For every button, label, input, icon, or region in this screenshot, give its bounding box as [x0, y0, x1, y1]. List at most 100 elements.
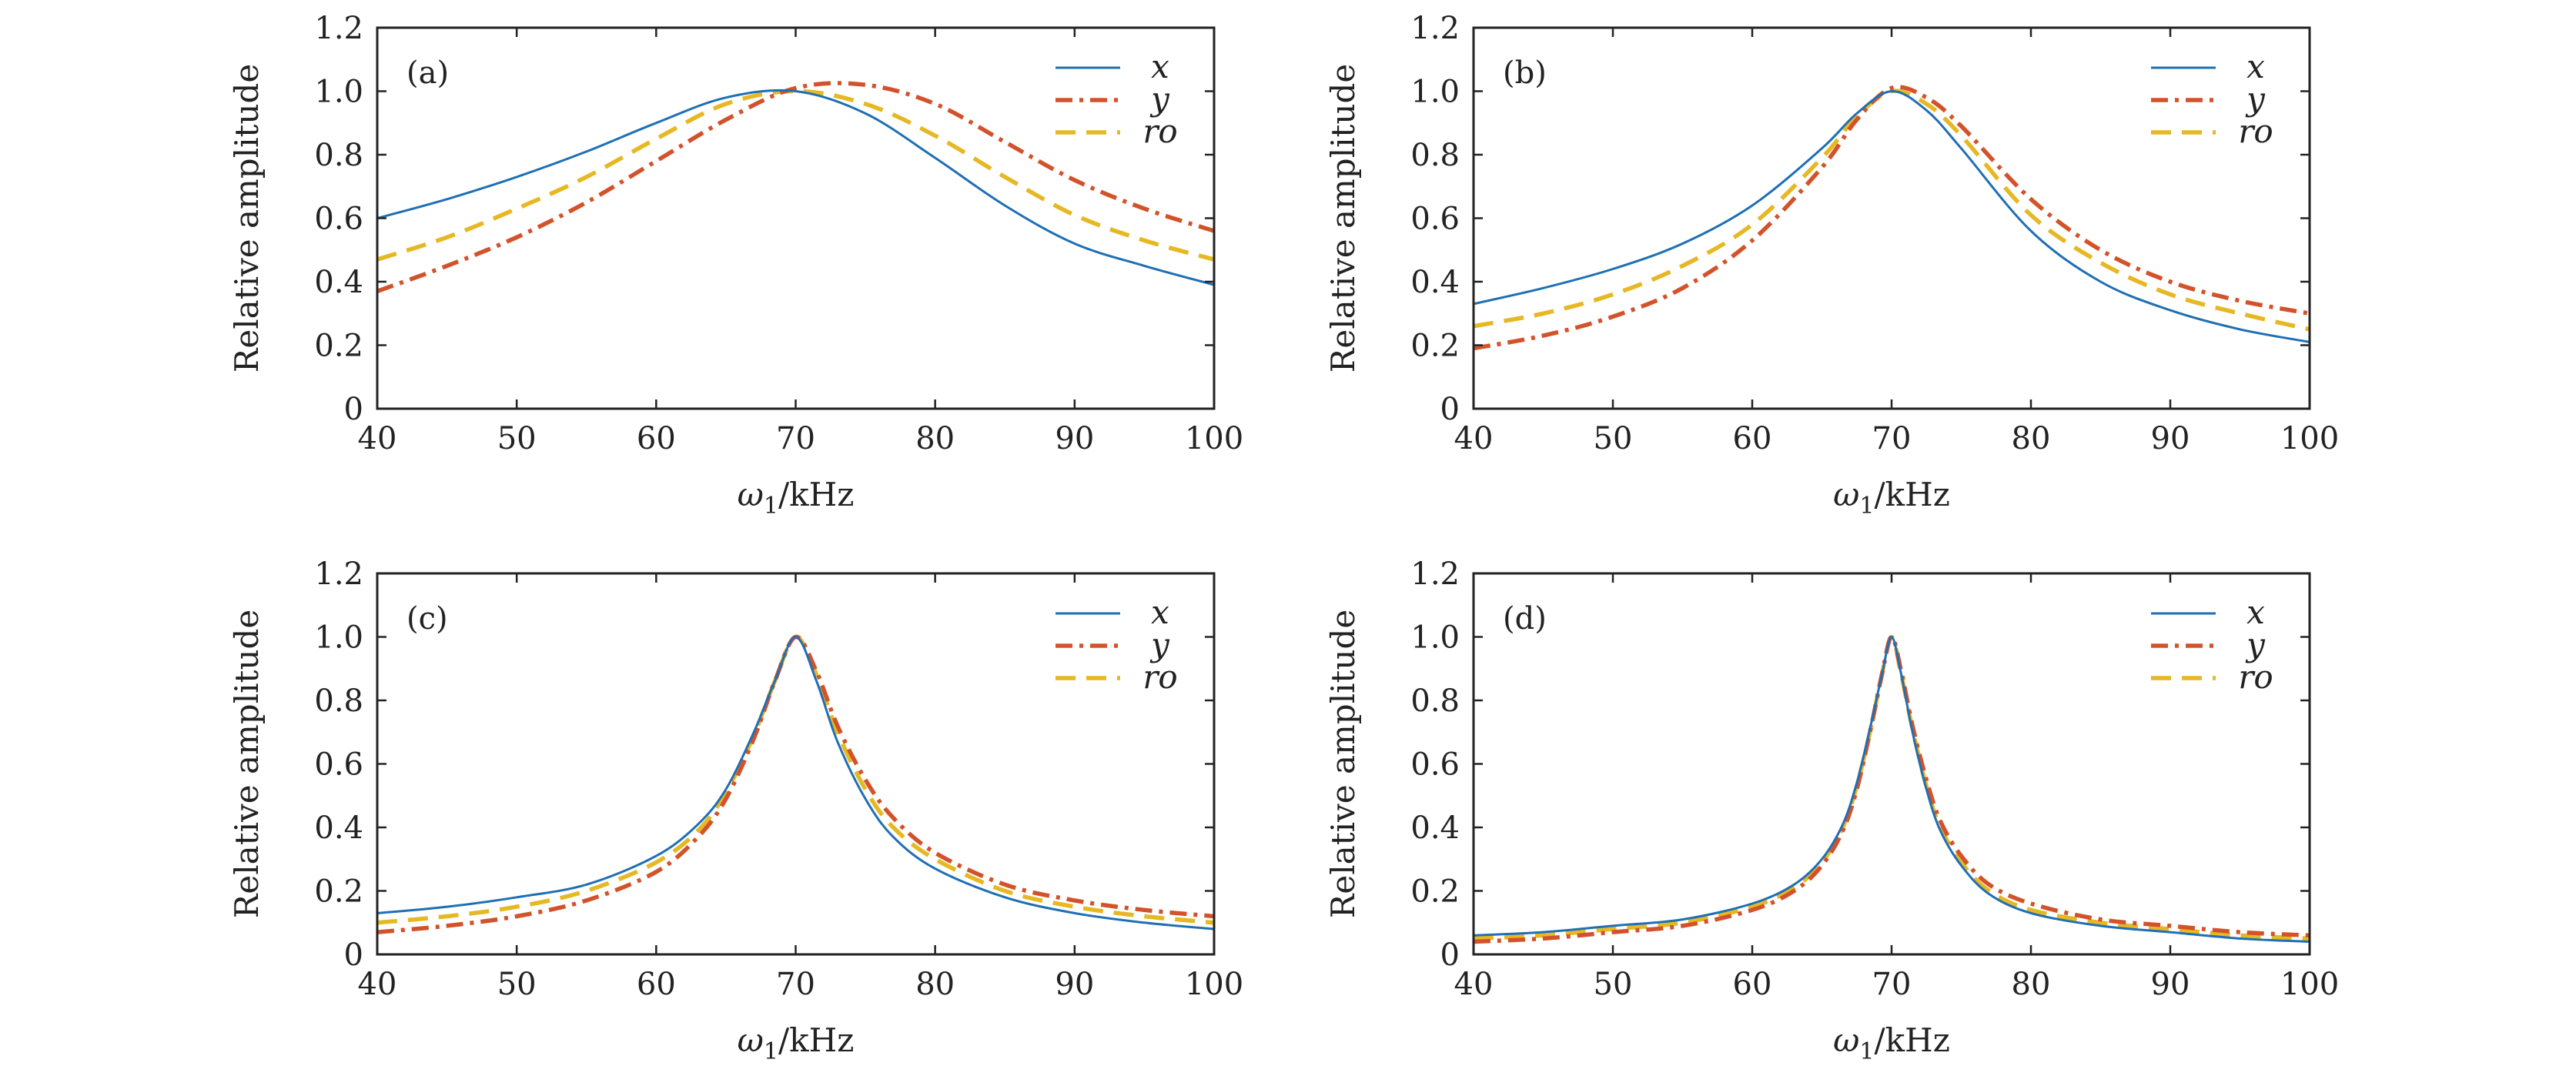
y-tick-label: 0.6 [314, 747, 363, 783]
chart-panel-2: 40 50 60 70 80 90 100 0 0.2 0.4 0.6 0.8 1.0 1.2 ω1/kHz… [1324, 11, 2339, 520]
y-tick-label: 0.6 [314, 202, 363, 237]
x-tick-label: 100 [2280, 421, 2339, 456]
series-line-x [377, 89, 1214, 286]
x-tick-label: 80 [915, 967, 955, 1002]
x-tick-label: 70 [776, 421, 815, 456]
y-tick-label: 0 [1440, 392, 1460, 427]
x-axis-label: ω1/kHz [738, 1021, 855, 1065]
x-tick-label: 70 [1872, 967, 1912, 1002]
x-tick-label: 80 [915, 421, 955, 456]
x-axis-label: ω1/kHz [1833, 476, 1950, 520]
legend-label-ro: ro [2238, 112, 2273, 150]
y-tick-label: 0.2 [314, 874, 363, 910]
legend-label-y: y [2245, 626, 2266, 663]
y-axis-label: Relative amplitude [228, 64, 266, 373]
y-tick-label: 1.2 [1410, 556, 1460, 592]
y-tick-label: 0 [1440, 937, 1460, 973]
x-tick-label: 50 [1594, 967, 1633, 1002]
y-tick-label: 0.6 [1410, 747, 1460, 783]
x-tick-label: 40 [1454, 967, 1494, 1002]
legend-label-y: y [1149, 80, 1170, 118]
x-tick-label: 70 [1872, 421, 1912, 456]
chart-panel-3: 40 50 60 70 80 90 100 0 0.2 0.4 0.6 0.8 1.0 1.2 ω1/kHz… [228, 556, 1243, 1065]
y-tick-label: 0.4 [1410, 265, 1460, 300]
x-tick-label: 50 [1594, 421, 1633, 456]
x-tick-label: 80 [2012, 421, 2051, 456]
legend-label-ro: ro [1142, 112, 1177, 150]
y-axis-label: Relative amplitude [228, 610, 266, 918]
legend-label-y: y [2245, 80, 2266, 118]
x-tick-label: 60 [637, 421, 676, 456]
legend-label-y: y [1149, 626, 1170, 663]
x-tick-label: 90 [2151, 967, 2190, 1002]
x-tick-label: 90 [2151, 421, 2190, 456]
y-tick-label: 1.0 [1410, 75, 1460, 110]
y-tick-label: 0 [344, 392, 363, 427]
x-tick-label: 40 [358, 967, 397, 1002]
series-line-y [377, 81, 1214, 293]
x-axis-label: ω1/kHz [738, 476, 855, 520]
plot-frame [376, 572, 1216, 956]
panel-label: (a) [406, 55, 449, 91]
series-line-x [377, 636, 1214, 931]
y-tick-label: 0.8 [1410, 138, 1460, 173]
x-tick-label: 50 [497, 967, 537, 1002]
legend-label-x: x [1151, 593, 1169, 631]
plot-frame [1472, 26, 2311, 410]
legend-label-x: x [2246, 593, 2265, 631]
y-tick-label: 1.2 [314, 556, 363, 592]
x-tick-label: 100 [1185, 421, 1243, 456]
x-tick-label: 90 [1055, 421, 1094, 456]
y-tick-label: 0.2 [1410, 329, 1460, 364]
x-tick-label: 80 [2012, 967, 2051, 1002]
series-line-y [377, 634, 1214, 934]
y-tick-label: 0.6 [1410, 202, 1460, 237]
x-tick-label: 50 [497, 421, 537, 456]
plot-frame [1472, 572, 2311, 956]
y-tick-label: 0.8 [1410, 683, 1460, 719]
x-tick-label: 100 [1185, 967, 1243, 1002]
y-tick-label: 1.2 [1410, 11, 1460, 46]
legend-label-x: x [1151, 48, 1169, 85]
series-line-x [1474, 636, 2310, 943]
y-tick-label: 0.2 [314, 329, 363, 364]
y-tick-label: 1.0 [314, 620, 363, 656]
y-axis-label: Relative amplitude [1324, 64, 1362, 373]
legend-label-ro: ro [1142, 658, 1177, 696]
y-tick-label: 0.4 [314, 265, 363, 300]
x-axis-label: ω1/kHz [1833, 1021, 1950, 1065]
y-tick-label: 0.2 [1410, 874, 1460, 910]
y-tick-label: 1.2 [314, 11, 363, 46]
y-tick-label: 1.0 [314, 75, 363, 110]
y-tick-label: 1.0 [1410, 620, 1460, 656]
y-axis-label: Relative amplitude [1324, 610, 1362, 918]
x-tick-label: 60 [637, 967, 676, 1002]
series-line-ro [1474, 634, 2310, 941]
x-tick-label: 100 [2280, 967, 2339, 1002]
chart-panel-4: 40 50 60 70 80 90 100 0 0.2 0.4 0.6 0.8 1.0 1.2 ω1/kHz… [1324, 556, 2339, 1065]
legend-label-x: x [2246, 48, 2265, 85]
chart-panel-1: 40 50 60 70 80 90 100 0 0.2 0.4 0.6 0.8 1.0 1.2 ω1/kHz… [228, 11, 1243, 520]
x-tick-label: 60 [1733, 967, 1772, 1002]
y-tick-label: 0.4 [1410, 810, 1460, 846]
x-tick-label: 70 [776, 967, 815, 1002]
plot-frame [376, 26, 1216, 410]
x-tick-label: 40 [1454, 421, 1494, 456]
panel-label: (c) [406, 601, 448, 637]
series-line-ro [1474, 89, 2310, 332]
panel-label: (d) [1503, 601, 1547, 637]
y-tick-label: 0.4 [314, 810, 363, 846]
y-tick-label: 0 [344, 937, 363, 973]
x-tick-label: 40 [358, 421, 397, 456]
series-line-y [1474, 85, 2310, 351]
legend-label-ro: ro [2238, 658, 2273, 696]
y-tick-label: 0.8 [314, 138, 363, 173]
series-line-y [1474, 634, 2310, 944]
x-tick-label: 90 [1055, 967, 1094, 1002]
y-tick-label: 0.8 [314, 683, 363, 719]
panel-label: (b) [1503, 55, 1547, 91]
series-line-ro [377, 89, 1214, 262]
x-tick-label: 60 [1733, 421, 1772, 456]
series-line-x [1474, 89, 2310, 343]
